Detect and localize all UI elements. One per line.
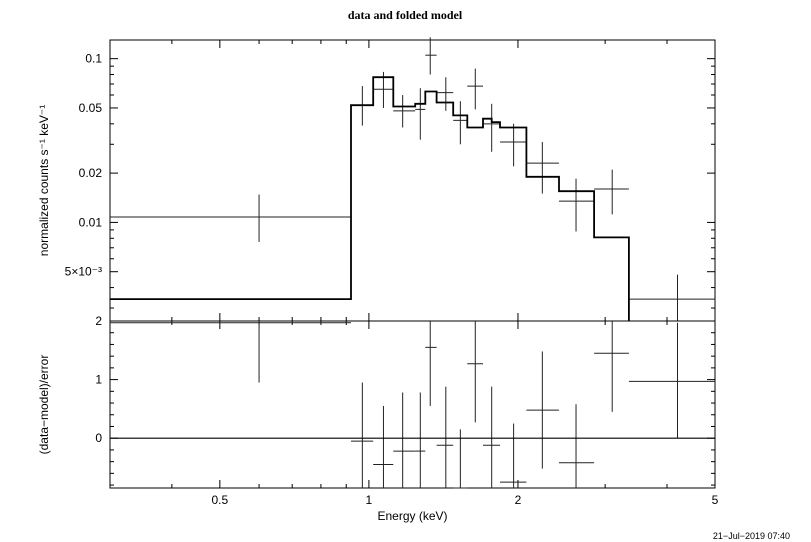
- y-tick-label: 5×10⁻³: [65, 265, 102, 279]
- top-y-axis-label: normalized counts s⁻¹ keV⁻¹: [37, 105, 51, 256]
- residual-point: [483, 386, 501, 488]
- data-point: [467, 68, 484, 110]
- bottom-panel-ticks: [109, 320, 716, 488]
- residual-point: [594, 321, 629, 412]
- x-tick-label: 2: [515, 493, 522, 507]
- y-tick-label: 0.05: [79, 101, 103, 115]
- y-tick-label: 2: [95, 314, 102, 328]
- residual-points: [110, 321, 715, 489]
- model-line: [110, 76, 630, 321]
- bottom-y-axis-label: (data−model)/error: [37, 355, 51, 455]
- bottom-panel: 0 1 2 0.5 1 2 5 (data−model)/error Energy (ke…: [37, 314, 719, 523]
- x-tick-labels: 0.5 1 2 5: [212, 493, 719, 507]
- y-tick-label: 1: [95, 373, 102, 387]
- data-point: [110, 194, 351, 242]
- residual-point: [467, 321, 484, 423]
- data-point: [483, 103, 501, 152]
- residual-point: [373, 405, 394, 488]
- residual-point: [393, 392, 416, 488]
- bottom-panel-frame: [109, 320, 716, 489]
- chart-title: data and folded model: [348, 8, 463, 22]
- y-tick-label: 0.1: [85, 52, 102, 66]
- x-tick-label: 0.5: [212, 493, 229, 507]
- y-tick-label: 0: [95, 431, 102, 445]
- residual-point: [350, 382, 374, 488]
- top-panel-frame: [109, 39, 716, 322]
- top-data-points: [110, 37, 715, 321]
- top-y-tick-labels: 0.1 0.05 0.02 0.01 5×10⁻³: [65, 52, 103, 279]
- residual-point: [526, 351, 559, 469]
- top-panel-ticks: [109, 40, 716, 321]
- residual-point: [436, 386, 454, 488]
- data-point: [526, 141, 559, 194]
- data-point: [594, 169, 629, 215]
- data-point: [628, 274, 715, 321]
- top-model-step: [110, 76, 630, 321]
- residual-point: [558, 404, 595, 488]
- timestamp: 21−Jul−2019 07:40: [713, 531, 790, 541]
- x-tick-label: 5: [712, 493, 719, 507]
- residual-point: [500, 423, 527, 488]
- data-point: [558, 178, 595, 232]
- residual-point: [110, 321, 351, 383]
- x-axis-label: Energy (keV): [377, 509, 447, 523]
- y-tick-label: 0.01: [79, 215, 103, 229]
- data-point: [453, 101, 468, 145]
- residual-point: [425, 321, 437, 406]
- y-tick-label: 0.02: [79, 166, 103, 180]
- data-point: [436, 77, 454, 111]
- residual-point: [453, 429, 468, 489]
- bottom-y-tick-labels: 0 1 2: [95, 314, 102, 445]
- residual-point: [415, 392, 426, 488]
- data-point: [500, 123, 527, 167]
- top-panel: 0.1 0.05 0.02 0.01 5×10⁻³ normalized counts …: [37, 37, 716, 322]
- x-tick-label: 1: [366, 493, 373, 507]
- data-point: [425, 37, 437, 75]
- data-point: [415, 88, 426, 140]
- residual-point: [628, 322, 715, 439]
- data-point: [393, 94, 416, 128]
